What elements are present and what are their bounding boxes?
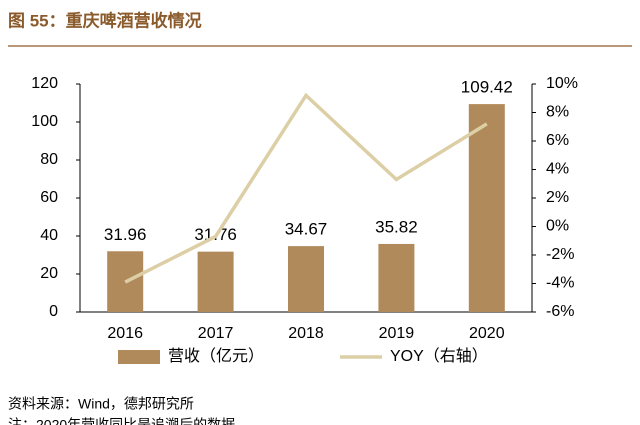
bar (288, 246, 324, 312)
y-tick-label: 40 (40, 227, 58, 244)
y-tick-label: 80 (40, 151, 58, 168)
x-tick-label: 2019 (379, 325, 415, 342)
y2-tick-label: 2% (546, 189, 569, 206)
y-tick-label: 120 (31, 75, 58, 92)
y2-tick-label: 4% (546, 161, 569, 178)
y2-tick-label: -6% (546, 303, 574, 320)
y2-tick-label: 10% (546, 75, 578, 92)
y-tick-label: 60 (40, 189, 58, 206)
x-tick-label: 2020 (469, 325, 505, 342)
legend-swatch (118, 350, 160, 364)
y2-tick-label: 0% (546, 218, 569, 235)
bar (197, 251, 234, 312)
x-tick-label: 2017 (198, 325, 234, 342)
y2-tick-label: 8% (546, 104, 569, 121)
y2-tick-label: -2% (546, 246, 574, 263)
data-label: 31.96 (104, 225, 147, 244)
y-tick-label: 100 (31, 113, 58, 130)
y-tick-label: 0 (49, 303, 58, 320)
bar (378, 243, 415, 312)
legend-label: 营收（亿元） (168, 347, 264, 365)
source: 资料来源：Wind，德邦研究所 (8, 396, 194, 412)
x-tick-label: 2016 (107, 325, 143, 342)
line (124, 92, 488, 284)
data-label: 34.67 (285, 220, 328, 239)
legend-label: YOY（右轴） (390, 347, 488, 365)
note: 注：2020年营收同比是追溯后的数据 (8, 417, 235, 425)
bar (468, 104, 505, 313)
chart-title: 图 55：重庆啤酒营收情况 (8, 10, 202, 30)
y2-tick-label: 6% (546, 132, 569, 149)
data-label: 35.82 (375, 217, 418, 236)
x-tick-label: 2018 (288, 325, 324, 342)
y-tick-label: 20 (40, 265, 58, 282)
data-label: 109.42 (461, 78, 513, 97)
y2-tick-label: -4% (546, 275, 574, 292)
